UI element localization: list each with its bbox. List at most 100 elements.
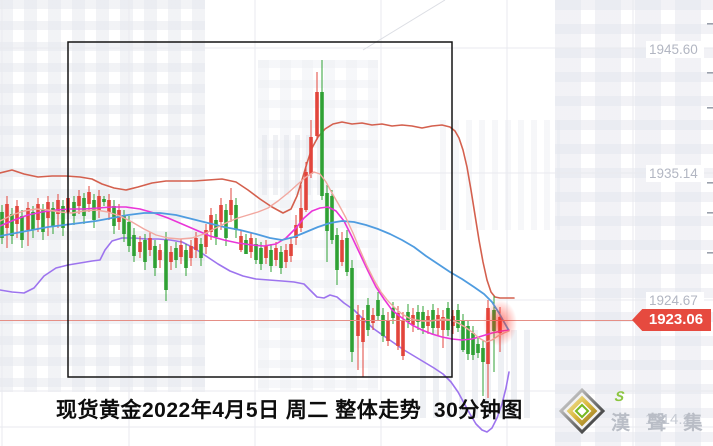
- candle-body: [10, 214, 14, 236]
- candle-body: [371, 315, 375, 323]
- candle-body: [164, 240, 168, 290]
- candle-body: [189, 246, 193, 258]
- price-axis-label: 1935.14: [646, 165, 704, 182]
- candle-body: [51, 208, 55, 226]
- right-edge-tick: [707, 23, 713, 25]
- candle-body: [229, 200, 233, 215]
- indicator-ma-fast: [0, 171, 510, 343]
- brand-name: 漢 聲 集 團: [611, 413, 713, 434]
- candle-body: [5, 204, 9, 228]
- chart-caption: 现货黄金2022年4月5日 周二 整体走势 30分钟图: [56, 399, 523, 422]
- brand-watermark: 1914.2 漢 聲 集 團 S: [545, 383, 713, 445]
- candle-body: [320, 92, 324, 196]
- candle-body: [299, 208, 303, 228]
- candle-body: [386, 320, 390, 341]
- candle-body: [456, 310, 460, 328]
- candle-body: [416, 312, 420, 322]
- candle-body: [26, 208, 30, 230]
- price-axis-label: 1945.60: [646, 41, 704, 58]
- candle-body: [376, 300, 380, 316]
- candle-body: [294, 225, 298, 238]
- candle-body: [366, 305, 370, 330]
- candle-body: [244, 240, 248, 254]
- candle-body: [289, 244, 293, 256]
- candle-body: [143, 240, 147, 262]
- candle-body: [356, 315, 360, 336]
- candle-body: [194, 238, 198, 250]
- right-edge-tick: [707, 72, 713, 74]
- candle-body: [476, 344, 480, 353]
- candle-body: [61, 206, 65, 228]
- candle-body: [304, 172, 308, 210]
- candle-body: [269, 250, 273, 266]
- candle-body: [82, 198, 86, 216]
- candle-body: [204, 230, 208, 247]
- candle-body: [284, 250, 288, 262]
- candle-body: [41, 210, 45, 232]
- candle-body: [335, 235, 339, 270]
- brand-logo-diamond-icon: [558, 387, 606, 435]
- candle-body: [224, 210, 228, 238]
- candle-body: [274, 248, 278, 260]
- candle-body: [112, 206, 116, 226]
- candle-body: [254, 244, 258, 260]
- candle-body: [102, 199, 106, 202]
- highlight-rectangle: [67, 41, 453, 378]
- candle-body: [381, 315, 385, 336]
- right-edge-tick: [707, 107, 713, 109]
- candle-body: [107, 200, 111, 212]
- candle-body: [325, 193, 329, 231]
- candle-body: [169, 252, 173, 262]
- candle-body: [132, 235, 136, 256]
- candle-body: [184, 250, 188, 268]
- candle-body: [259, 248, 263, 264]
- last-candle-glow: [483, 300, 517, 346]
- candle-body: [31, 212, 35, 230]
- faded-price-label: 1914.2: [645, 411, 691, 428]
- candle-body: [361, 318, 365, 342]
- current-price-tag: 1923.06: [632, 309, 711, 331]
- candle-body: [461, 320, 465, 350]
- candle-body: [391, 308, 395, 318]
- candle-body: [179, 245, 183, 257]
- candle-body: [148, 238, 152, 250]
- indicator-bollinger-mid: [0, 206, 510, 341]
- candle-body: [234, 205, 238, 230]
- indicator-bollinger-upper: [0, 121, 515, 299]
- candle-body: [436, 315, 440, 328]
- candle-body: [174, 248, 178, 260]
- candle-body: [481, 348, 485, 362]
- indicator-bollinger-lower: [0, 237, 510, 433]
- candle-body: [15, 206, 19, 224]
- candle-body: [350, 268, 354, 352]
- candle-body: [127, 222, 131, 246]
- candle-body: [330, 196, 334, 240]
- candle-body: [122, 215, 126, 234]
- candle-body: [36, 204, 40, 220]
- candle-body: [138, 242, 142, 252]
- candle-body: [441, 317, 445, 330]
- candle-body: [87, 192, 91, 204]
- candle-body: [315, 92, 319, 136]
- candle-body: [20, 216, 24, 240]
- candle-body: [309, 137, 313, 174]
- price-axis-label: 1924.67: [646, 292, 704, 309]
- candle-body: [340, 240, 344, 262]
- candle-body: [401, 320, 405, 356]
- candle-body: [279, 252, 283, 268]
- right-edge-tick: [707, 182, 713, 184]
- candle-body: [77, 196, 81, 206]
- candle-body: [56, 200, 60, 214]
- brand-accent-icon: S: [613, 388, 626, 404]
- candle-body: [431, 310, 435, 328]
- candle-body: [219, 205, 223, 222]
- candle-body: [264, 246, 268, 258]
- candle-body: [153, 246, 157, 268]
- right-edge-tick: [707, 252, 713, 254]
- candle-body: [396, 313, 400, 346]
- candle-body: [345, 238, 349, 272]
- candle-body: [97, 196, 101, 210]
- right-edge-tick: [707, 212, 713, 214]
